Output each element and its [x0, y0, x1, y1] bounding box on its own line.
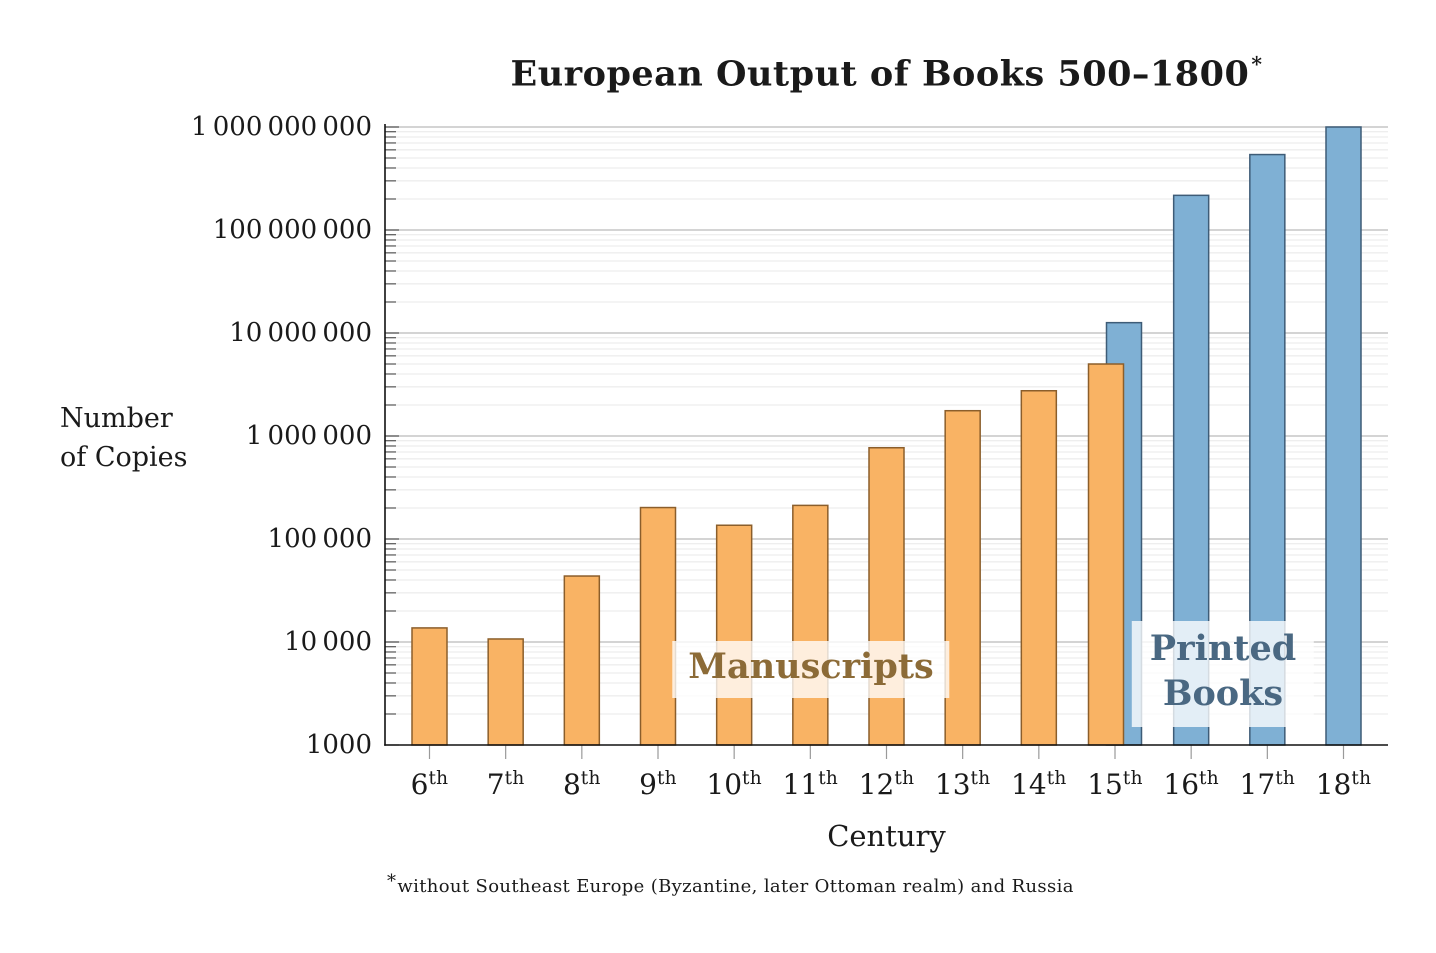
bar-printed-books-18th	[1325, 126, 1362, 746]
bar-manuscripts-6th	[411, 627, 448, 746]
bar-manuscripts-8th	[563, 575, 601, 746]
x-axis-title: Century	[827, 819, 946, 853]
title-asterisk-icon: *	[1251, 52, 1263, 76]
y-axis-title-line1: Number	[60, 403, 173, 434]
chart-footnote: *without Southeast Europe (Byzantine, la…	[387, 871, 1074, 897]
printed-books-annotation-line2: Books	[1162, 673, 1284, 714]
bar-manuscripts-15th	[1087, 363, 1125, 746]
bar-manuscripts-11th	[792, 504, 829, 746]
printed-books-annotation-line1: Printed	[1149, 628, 1297, 669]
chart-title-text: European Output of Books 500–1800	[510, 53, 1250, 95]
bar-manuscripts-7th	[487, 638, 524, 746]
manuscripts-annotation: Manuscripts	[672, 641, 950, 698]
bar-manuscripts-12th	[868, 446, 905, 746]
y-axis-title-line2: of Copies	[60, 442, 188, 473]
chart-title: European Output of Books 500–1800*	[385, 52, 1388, 95]
bar-manuscripts-14th	[1020, 389, 1058, 746]
footnote-text: without Southeast Europe (Byzantine, lat…	[397, 876, 1074, 898]
manuscripts-annotation-text: Manuscripts	[688, 646, 934, 687]
bar-manuscripts-10th	[715, 524, 753, 746]
bar-manuscripts-9th	[639, 506, 677, 746]
printed-books-annotation: Printed Books	[1131, 621, 1315, 727]
bar-manuscripts-13th	[944, 409, 981, 746]
footnote-asterisk-icon: *	[387, 871, 397, 892]
y-axis-title: Number of Copies	[60, 399, 188, 477]
